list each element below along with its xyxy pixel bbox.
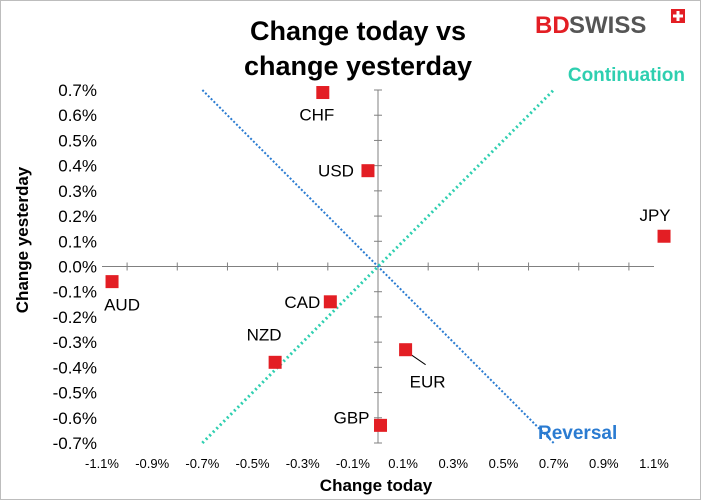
logo-text-swiss: SWISS [569, 12, 646, 39]
point-label-eur: EUR [410, 373, 446, 392]
x-tick-label: -0.5% [236, 456, 270, 471]
point-label-usd: USD [318, 162, 354, 181]
y-tick-label: -0.3% [53, 333, 97, 352]
y-tick-label: 0.3% [58, 182, 97, 201]
x-tick-label: -0.7% [185, 456, 219, 471]
y-tick-label: 0.4% [58, 157, 97, 176]
y-tick-label: 0.7% [58, 81, 97, 100]
bdswiss-logo: BD SWISS [535, 9, 685, 39]
point-label-cad: CAD [284, 293, 320, 312]
continuation-annotation: Continuation [568, 65, 685, 86]
point-label-aud: AUD [104, 296, 140, 315]
point-gbp [374, 418, 388, 432]
x-axis-title: Change today [320, 476, 433, 495]
y-tick-label: 0.6% [58, 106, 97, 125]
swiss-cross-icon [671, 9, 685, 23]
y-tick-label: 0.2% [58, 207, 97, 226]
point-usd [361, 164, 375, 178]
reversal-annotation: Reversal [538, 423, 617, 444]
point-eur [399, 343, 413, 357]
x-tick-label: 0.5% [489, 456, 519, 471]
logo-text-bd: BD [535, 12, 570, 39]
reversal-line [201, 89, 555, 444]
point-label-nzd: NZD [247, 325, 282, 344]
x-tick-label: 0.1% [388, 456, 418, 471]
point-chf [316, 86, 330, 100]
x-tick-label: 0.3% [438, 456, 468, 471]
y-axis-title: Change yesterday [13, 166, 32, 313]
chart-title-line-1: Change today vs [250, 16, 466, 46]
y-tick-label: 0.1% [58, 232, 97, 251]
x-tick-label: -0.3% [286, 456, 320, 471]
y-tick-label: -0.6% [53, 409, 97, 428]
y-tick-label: -0.1% [53, 283, 97, 302]
point-nzd [268, 355, 282, 369]
eur-leader-line [409, 353, 426, 366]
y-tick-label: 0.0% [58, 258, 97, 277]
y-tick-label: -0.4% [53, 358, 97, 377]
x-tick-label: -0.9% [135, 456, 169, 471]
chart-title-line-2: change yesterday [244, 51, 472, 81]
point-jpy [657, 229, 671, 243]
y-tick-label: -0.5% [53, 384, 97, 403]
point-label-gbp: GBP [334, 408, 370, 427]
x-tick-label: 0.7% [539, 456, 569, 471]
point-label-chf: CHF [299, 106, 334, 125]
point-label-jpy: JPY [639, 206, 670, 225]
x-tick-label: 1.1% [639, 456, 669, 471]
point-aud [105, 275, 119, 289]
y-tick-label: 0.5% [58, 131, 97, 150]
y-tick-label: -0.7% [53, 434, 97, 453]
y-tick-label: -0.2% [53, 308, 97, 327]
point-cad [323, 295, 337, 309]
x-tick-label: 0.9% [589, 456, 619, 471]
x-tick-label: -0.1% [336, 456, 370, 471]
x-tick-label: -1.1% [85, 456, 119, 471]
